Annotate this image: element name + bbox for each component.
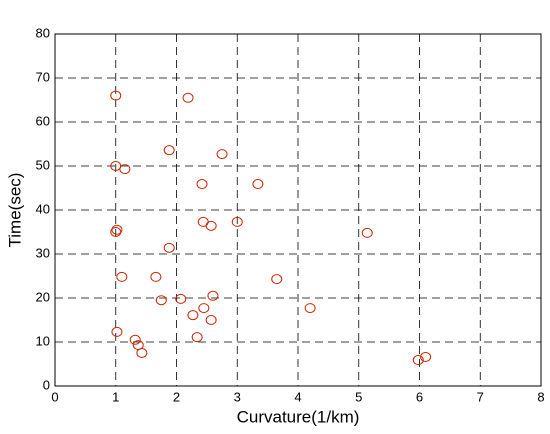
point bbox=[197, 216, 209, 227]
point bbox=[187, 310, 199, 321]
point bbox=[205, 220, 217, 231]
point bbox=[163, 145, 175, 156]
x-tick-label: 0 bbox=[51, 389, 58, 404]
point bbox=[420, 351, 432, 362]
point bbox=[412, 355, 424, 366]
y-tick-label: 50 bbox=[36, 157, 50, 172]
point bbox=[116, 271, 128, 282]
point bbox=[304, 303, 316, 314]
point bbox=[252, 179, 264, 190]
point bbox=[182, 92, 194, 103]
point bbox=[150, 271, 162, 282]
y-tick-label: 30 bbox=[36, 245, 50, 260]
x-tick-label: 8 bbox=[537, 389, 544, 404]
y-tick-label: 70 bbox=[36, 69, 50, 84]
y-tick-label: 40 bbox=[36, 201, 50, 216]
point bbox=[136, 348, 148, 358]
x-tick-label: 7 bbox=[477, 389, 484, 404]
y-tick-label: 20 bbox=[36, 289, 50, 304]
y-tick-label: 0 bbox=[43, 377, 50, 392]
point bbox=[196, 179, 208, 190]
point bbox=[110, 227, 122, 237]
point bbox=[231, 216, 243, 227]
point bbox=[119, 164, 131, 175]
y-tick-label: 80 bbox=[36, 25, 50, 40]
y-axis-label: Time(sec) bbox=[5, 173, 24, 248]
y-tick-label: 60 bbox=[36, 113, 50, 128]
x-tick-label: 3 bbox=[234, 389, 241, 404]
x-tick-label: 1 bbox=[112, 389, 119, 404]
x-tick-label: 2 bbox=[173, 389, 180, 404]
point bbox=[111, 326, 123, 337]
y-tick-label: 10 bbox=[36, 333, 50, 348]
x-axis-label: Curvature(1/km) bbox=[237, 407, 360, 426]
point bbox=[198, 303, 210, 314]
point bbox=[155, 295, 167, 306]
plot-frame bbox=[54, 33, 542, 387]
point bbox=[175, 293, 187, 304]
point bbox=[207, 290, 219, 301]
x-tick-label: 4 bbox=[294, 389, 301, 404]
point bbox=[216, 149, 228, 160]
point bbox=[271, 274, 283, 285]
point bbox=[129, 334, 141, 345]
point bbox=[205, 315, 217, 325]
x-tick-label: 5 bbox=[355, 389, 362, 404]
point bbox=[110, 90, 122, 101]
point bbox=[361, 227, 373, 238]
point bbox=[191, 332, 203, 343]
x-tick-label: 6 bbox=[416, 389, 423, 404]
point bbox=[163, 242, 175, 253]
